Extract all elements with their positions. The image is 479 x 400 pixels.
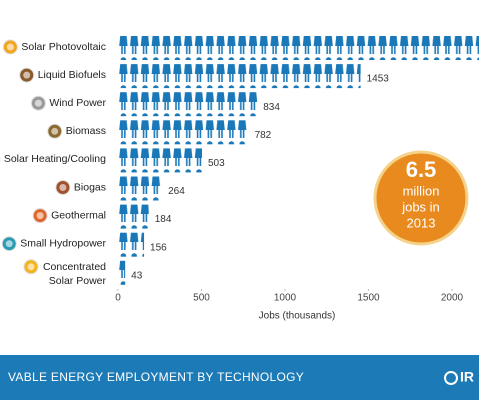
category-icon-inner [23, 71, 31, 79]
x-tick-label: 500 [193, 293, 210, 304]
callout-text: jobs in [401, 199, 440, 214]
category-icon-inner [59, 184, 67, 191]
category-label: Biogas [74, 181, 106, 193]
category-icon-inner [27, 263, 35, 271]
bar [118, 36, 479, 60]
x-tick-label: 0 [115, 293, 121, 304]
value-label: 264 [168, 186, 185, 197]
logo-icon [444, 371, 458, 385]
bar [118, 260, 126, 285]
value-label: 1453 [367, 74, 390, 85]
bar [118, 64, 361, 89]
banner [0, 355, 479, 400]
x-axis-label: Jobs (thousands) [259, 311, 336, 322]
value-label: 156 [150, 242, 167, 253]
value-label: 43 [131, 270, 143, 281]
category-label: Solar Heating/Cooling [4, 153, 106, 165]
callout-number: 6.5 [406, 157, 437, 182]
category-label: Small Hydropower [20, 237, 106, 249]
category-label: Biomass [66, 125, 106, 137]
bar [118, 232, 145, 257]
value-label: 782 [255, 130, 272, 141]
category-label: Geothermal [51, 209, 106, 221]
category-label: Concentrated Solar Power [43, 261, 107, 287]
category-icon-inner [36, 212, 44, 220]
callout-circle [373, 150, 469, 246]
category-icon-inner [6, 43, 14, 51]
category-label: Liquid Biofuels [38, 69, 106, 81]
bar [118, 204, 149, 229]
callout-text: 2013 [407, 215, 436, 230]
x-tick-label: 1000 [274, 293, 297, 304]
category-icon-inner [34, 99, 42, 107]
value-label: 503 [208, 158, 225, 169]
value-label: 834 [263, 102, 280, 113]
bar [118, 120, 249, 145]
bar [118, 176, 163, 201]
logo: IR [460, 369, 474, 385]
banner-title: VABLE ENERGY EMPLOYMENT BY TECHNOLOGY [8, 370, 304, 384]
x-tick-label: 1500 [357, 293, 380, 304]
x-tick-label: 2000 [441, 293, 464, 304]
bar [118, 92, 258, 117]
category-icon-inner [5, 240, 13, 248]
category-icon-inner [51, 127, 59, 135]
callout-text: million [403, 183, 440, 198]
value-label: 184 [155, 214, 172, 225]
category-label: Wind Power [49, 97, 106, 109]
bar [118, 148, 202, 173]
category-label: Solar Photovoltaic [21, 41, 106, 53]
